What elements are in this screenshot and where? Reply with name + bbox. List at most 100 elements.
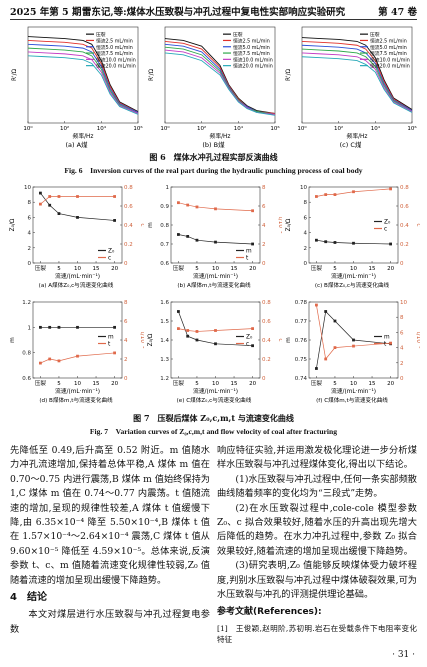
data-point: [113, 219, 116, 222]
data-point: [214, 342, 217, 346]
paragraph: (2)在水压致裂过程中,cole-cole 模型参数 Z₀、c 拟合效果较好,随…: [217, 502, 417, 557]
figure-7-caption: 图 7 压裂后煤体 Z₀,c,m,t 与流速变化曲线: [133, 413, 294, 423]
y-tick-label: 0: [262, 261, 266, 267]
y-tick-label: 0.2: [124, 242, 133, 248]
y-tick-label: 1.2: [22, 300, 31, 306]
y-tick-label: 0.76: [295, 338, 308, 344]
y-tick-label: 4: [304, 231, 308, 237]
data-point: [251, 344, 254, 348]
data-point: [48, 325, 52, 329]
legend-label: c: [384, 227, 387, 233]
y-tick-label: 0.2: [262, 357, 271, 363]
y-axis-label: Z₀/Ω: [148, 333, 154, 346]
data-point: [315, 303, 318, 307]
chart: 压裂 5 10 15 200.740.750.760.770.780246810流速/(…: [286, 300, 420, 404]
panel-label: (b) B煤: [202, 140, 225, 149]
x-tick-label: 20: [249, 266, 256, 272]
y-tick-label: 0: [304, 261, 308, 267]
legend-label: 恒流10.0 mL/min: [96, 56, 136, 63]
data-point: [48, 203, 52, 207]
x-tick-label: 压裂: [35, 379, 47, 387]
data-point: [177, 201, 180, 205]
data-point: [177, 310, 180, 313]
y-tick-label: 2: [262, 242, 266, 248]
series-line: [301, 40, 413, 111]
x-tick-label: 10²: [60, 125, 69, 132]
data-point: [48, 195, 52, 198]
y-tick-label: 6: [262, 204, 266, 210]
y-tick-label: 0.8: [124, 185, 133, 191]
legend-label: 恒流20.0 mL/min: [370, 63, 410, 70]
data-point: [113, 351, 116, 355]
legend-label: m: [108, 335, 114, 341]
plot-frame: [27, 26, 139, 124]
data-point: [195, 205, 199, 209]
y-tick-label: 2: [400, 361, 404, 367]
legend-label: t: [246, 256, 249, 262]
y-tick-label: 0.74: [295, 376, 308, 382]
series-line: [301, 56, 413, 113]
y-tick-label: 0.9: [160, 204, 169, 210]
data-point: [57, 212, 61, 215]
data-point: [76, 325, 79, 329]
data-point: [39, 191, 42, 195]
page-number: · 31 ·: [392, 650, 415, 660]
y-tick-label: 0.77: [295, 319, 308, 325]
references-title: 参考文献(References):: [217, 607, 322, 618]
x-axis-label: 流速/(mL·min⁻¹): [331, 272, 376, 280]
header-title: 雷东记,等:煤体水压致裂与冲孔过程中复电性实部响应实验研究: [81, 7, 346, 18]
x-tick-label: 15: [93, 381, 100, 387]
legend-label: 恒流2.5 mL/min: [370, 37, 407, 44]
data-point: [186, 329, 190, 332]
legend-label: 恒流7.5 mL/min: [370, 50, 407, 57]
data-point: [251, 242, 254, 246]
x-tick-label: 10⁰: [297, 125, 307, 132]
y-tick-label: 0.6: [22, 376, 31, 382]
y-tick-label: 0.8: [262, 300, 271, 306]
legend-label: m: [246, 249, 252, 255]
series-line: [301, 37, 413, 110]
legend-label: Z₀: [384, 220, 391, 226]
y-tick-label: 4: [262, 223, 266, 229]
x-axis-label: 频率/Hz: [347, 132, 368, 140]
y-tick-label: 0.4: [124, 223, 133, 229]
data-point: [76, 195, 79, 198]
y-tick-label: 0.2: [400, 242, 409, 248]
data-point: [113, 195, 116, 198]
x-axis-label: 流速/(mL·min⁻¹): [193, 272, 238, 280]
y-tick-label: 0.6: [160, 261, 169, 267]
x-tick-label: 10: [350, 266, 357, 272]
legend-label: 恒流7.5 mL/min: [96, 50, 133, 57]
data-point: [315, 195, 318, 198]
x-tick-label: 10⁶: [133, 125, 143, 132]
y-tick-label: 6: [124, 319, 128, 325]
data-point: [186, 334, 190, 338]
x-tick-label: 20: [387, 266, 394, 272]
data-point: [333, 346, 337, 349]
data-point: [39, 361, 42, 365]
y-tick-label: 2: [28, 246, 32, 252]
x-tick-label: 5: [333, 381, 337, 387]
chart: 压裂 5 10 15 20 0 2 4 6 8 10 0 0.2 0.4 0.6 0.8 流速/(mL·min⁻…: [10, 185, 144, 289]
x-tick-label: 10⁰: [160, 125, 170, 132]
data-point: [186, 203, 190, 207]
x-tick-label: 10²: [334, 125, 343, 132]
chart: 压裂 5 10 15 200.60.70.80.9102468流速/(mL·min⁻¹)…: [148, 185, 282, 289]
data-point: [389, 187, 392, 191]
y-tick-label: 0.6: [400, 204, 409, 210]
x-tick-label: 15: [231, 381, 238, 387]
legend-label: t: [384, 342, 387, 348]
y-tick-label: 1: [28, 325, 32, 331]
data-point: [113, 325, 116, 329]
data-point: [251, 209, 254, 213]
series-line: [178, 311, 253, 347]
data-point: [315, 367, 318, 370]
data-point: [333, 193, 337, 196]
y-axis-label: Z₀/Ω: [10, 218, 16, 231]
y-tick-label: 1.4: [160, 338, 169, 344]
y-tick-label: 6: [400, 330, 404, 336]
x-tick-label: 压裂: [311, 379, 323, 387]
x-tick-label: 20: [249, 381, 256, 387]
